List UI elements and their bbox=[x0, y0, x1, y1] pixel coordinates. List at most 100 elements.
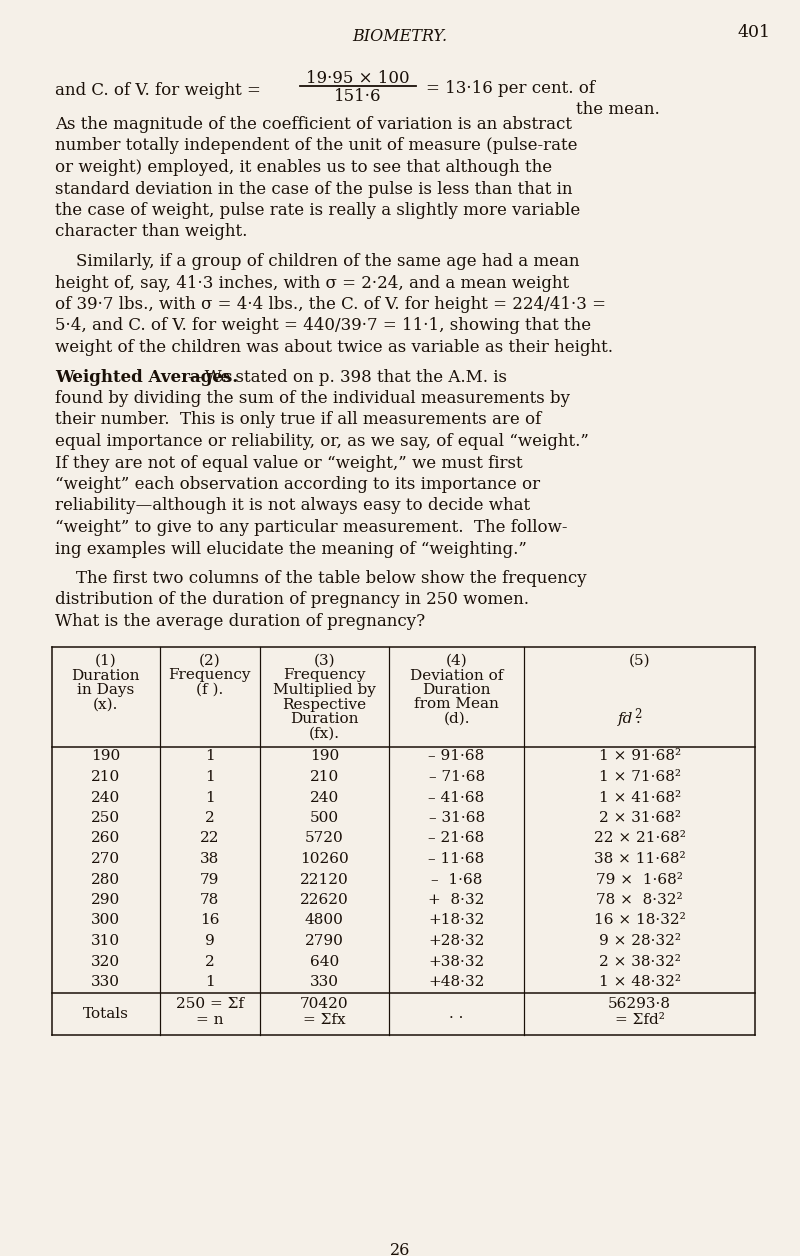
Text: —We stated on p. 398 that the A.M. is: —We stated on p. 398 that the A.M. is bbox=[188, 368, 507, 386]
Text: Frequency: Frequency bbox=[283, 668, 366, 682]
Text: 22: 22 bbox=[200, 831, 219, 845]
Text: BIOMETRY.: BIOMETRY. bbox=[353, 28, 447, 45]
Text: 10260: 10260 bbox=[300, 852, 349, 865]
Text: the case of weight, pulse rate is really a slightly more variable: the case of weight, pulse rate is really… bbox=[55, 202, 580, 219]
Text: (5): (5) bbox=[629, 653, 650, 667]
Text: 1: 1 bbox=[205, 975, 214, 988]
Text: 5·4, and C. of V. for weight = 440/39·7 = 11·1, showing that the: 5·4, and C. of V. for weight = 440/39·7 … bbox=[55, 318, 591, 334]
Text: 320: 320 bbox=[91, 955, 120, 968]
Text: (d).: (d). bbox=[443, 712, 470, 726]
Text: The first two columns of the table below show the frequency: The first two columns of the table below… bbox=[55, 570, 586, 587]
Text: 240: 240 bbox=[310, 790, 339, 805]
Text: 16: 16 bbox=[200, 913, 219, 927]
Text: fd: fd bbox=[618, 712, 634, 726]
Text: distribution of the duration of pregnancy in 250 women.: distribution of the duration of pregnanc… bbox=[55, 592, 529, 608]
Text: 22120: 22120 bbox=[300, 873, 349, 887]
Text: 26: 26 bbox=[390, 1242, 410, 1256]
Text: 2: 2 bbox=[205, 955, 214, 968]
Text: 210: 210 bbox=[91, 770, 121, 784]
Text: 9: 9 bbox=[205, 934, 214, 948]
Text: Totals: Totals bbox=[83, 1006, 129, 1020]
Text: – 41·68: – 41·68 bbox=[429, 790, 485, 805]
Text: 190: 190 bbox=[310, 750, 339, 764]
Text: 70420: 70420 bbox=[300, 997, 349, 1011]
Text: 78: 78 bbox=[200, 893, 219, 907]
Text: “weight” to give to any particular measurement.  The follow-: “weight” to give to any particular measu… bbox=[55, 519, 567, 536]
Text: = Σfx: = Σfx bbox=[303, 1014, 346, 1027]
Text: 250 = Σf: 250 = Σf bbox=[176, 997, 244, 1011]
Text: Deviation of: Deviation of bbox=[410, 668, 503, 682]
Text: number totally independent of the unit of measure (pulse-rate: number totally independent of the unit o… bbox=[55, 137, 578, 154]
Text: 290: 290 bbox=[91, 893, 121, 907]
Text: 500: 500 bbox=[310, 811, 339, 825]
Text: weight of the children was about twice as variable as their height.: weight of the children was about twice a… bbox=[55, 339, 613, 355]
Text: 38: 38 bbox=[200, 852, 219, 865]
Text: “weight” each observation according to its importance or: “weight” each observation according to i… bbox=[55, 476, 540, 494]
Text: 240: 240 bbox=[91, 790, 121, 805]
Text: reliability—although it is not always easy to decide what: reliability—although it is not always ea… bbox=[55, 497, 530, 515]
Text: – 11·68: – 11·68 bbox=[429, 852, 485, 865]
Text: Duration: Duration bbox=[422, 683, 491, 697]
Text: 78 ×  8·32²: 78 × 8·32² bbox=[596, 893, 683, 907]
Text: (x).: (x). bbox=[93, 697, 118, 711]
Text: 38 × 11·68²: 38 × 11·68² bbox=[594, 852, 686, 865]
Text: +28·32: +28·32 bbox=[428, 934, 485, 948]
Text: +48·32: +48·32 bbox=[428, 975, 485, 988]
Text: Duration: Duration bbox=[290, 712, 358, 726]
Text: 1: 1 bbox=[205, 770, 214, 784]
Text: Weighted Averages.: Weighted Averages. bbox=[55, 368, 238, 386]
Text: 2790: 2790 bbox=[305, 934, 344, 948]
Text: from Mean: from Mean bbox=[414, 697, 499, 711]
Text: 330: 330 bbox=[91, 975, 120, 988]
Text: .: . bbox=[636, 712, 641, 726]
Text: 640: 640 bbox=[310, 955, 339, 968]
Text: – 31·68: – 31·68 bbox=[429, 811, 485, 825]
Text: 1: 1 bbox=[205, 790, 214, 805]
Text: in Days: in Days bbox=[77, 683, 134, 697]
Text: height of, say, 41·3 inches, with σ = 2·24, and a mean weight: height of, say, 41·3 inches, with σ = 2·… bbox=[55, 275, 569, 291]
Text: 16 × 18·32²: 16 × 18·32² bbox=[594, 913, 686, 927]
Text: 1 × 41·68²: 1 × 41·68² bbox=[598, 790, 681, 805]
Text: 190: 190 bbox=[91, 750, 121, 764]
Text: Similarly, if a group of children of the same age had a mean: Similarly, if a group of children of the… bbox=[55, 252, 579, 270]
Text: 151·6: 151·6 bbox=[334, 88, 382, 106]
Text: the mean.: the mean. bbox=[576, 102, 660, 118]
Text: 2 × 31·68²: 2 × 31·68² bbox=[598, 811, 681, 825]
Text: 22620: 22620 bbox=[300, 893, 349, 907]
Text: found by dividing the sum of the individual measurements by: found by dividing the sum of the individ… bbox=[55, 391, 570, 407]
Text: = n: = n bbox=[196, 1014, 223, 1027]
Text: 56293·8: 56293·8 bbox=[608, 997, 671, 1011]
Text: 79 ×  1·68²: 79 × 1·68² bbox=[596, 873, 683, 887]
Text: +  8·32: + 8·32 bbox=[428, 893, 485, 907]
Text: (4): (4) bbox=[446, 653, 467, 667]
Text: 79: 79 bbox=[200, 873, 219, 887]
Text: (3): (3) bbox=[314, 653, 335, 667]
Text: . .: . . bbox=[450, 1006, 464, 1020]
Text: 2: 2 bbox=[205, 811, 214, 825]
Text: +38·32: +38·32 bbox=[429, 955, 485, 968]
Text: 2: 2 bbox=[634, 708, 641, 721]
Text: 210: 210 bbox=[310, 770, 339, 784]
Text: What is the average duration of pregnancy?: What is the average duration of pregnanc… bbox=[55, 613, 425, 631]
Text: (1): (1) bbox=[95, 653, 117, 667]
Text: 1 × 91·68²: 1 × 91·68² bbox=[598, 750, 681, 764]
Text: 310: 310 bbox=[91, 934, 120, 948]
Text: standard deviation in the case of the pulse is less than that in: standard deviation in the case of the pu… bbox=[55, 181, 573, 197]
Text: (f ).: (f ). bbox=[196, 683, 223, 697]
Text: character than weight.: character than weight. bbox=[55, 224, 247, 240]
Text: = Σfd²: = Σfd² bbox=[614, 1014, 665, 1027]
Text: (2): (2) bbox=[199, 653, 221, 667]
Text: Respective: Respective bbox=[282, 697, 366, 711]
Text: – 21·68: – 21·68 bbox=[429, 831, 485, 845]
Text: 280: 280 bbox=[91, 873, 120, 887]
Text: Frequency: Frequency bbox=[169, 668, 251, 682]
Text: 19·95 × 100: 19·95 × 100 bbox=[306, 70, 410, 87]
Text: 1 × 48·32²: 1 × 48·32² bbox=[598, 975, 681, 988]
Text: 401: 401 bbox=[738, 24, 771, 41]
Text: Duration: Duration bbox=[71, 668, 140, 682]
Text: equal importance or reliability, or, as we say, of equal “weight.”: equal importance or reliability, or, as … bbox=[55, 433, 589, 450]
Text: 5720: 5720 bbox=[305, 831, 344, 845]
Text: +18·32: +18·32 bbox=[428, 913, 485, 927]
Text: 2 × 38·32²: 2 × 38·32² bbox=[598, 955, 681, 968]
Text: 22 × 21·68²: 22 × 21·68² bbox=[594, 831, 686, 845]
